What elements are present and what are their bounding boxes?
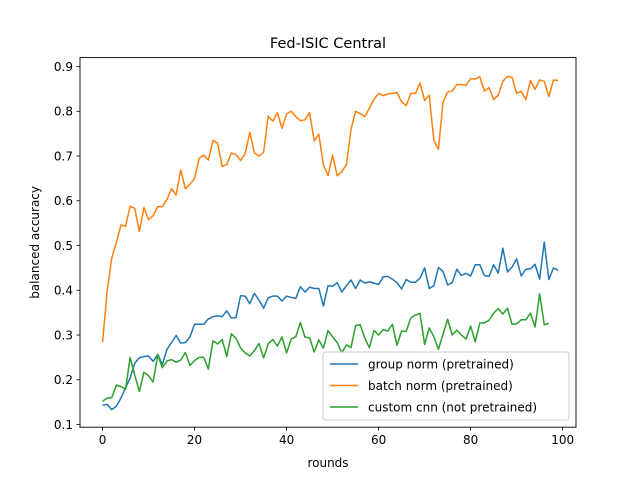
x-tick-label: 0 [99,433,107,447]
chart-title: Fed-ISIC Central [270,36,386,52]
axes-frame [79,57,577,428]
legend-label-2: batch norm (pretrained) [368,379,513,393]
x-tick-label: 80 [463,433,478,447]
series-line-2 [101,75,559,343]
y-tick-label: 0.3 [54,328,73,342]
x-tick-label: 40 [279,433,294,447]
x-tick-label: 20 [187,433,202,447]
y-tick-label: 0.4 [54,284,73,298]
x-axis: 0 20 40 60 80 100 [99,427,574,447]
y-tick-label: 0.6 [54,194,73,208]
y-tick-label: 0.8 [54,105,73,119]
x-tick-label: 100 [551,433,574,447]
series-line-1 [102,241,559,411]
legend-label-3: custom cnn (not pretrained) [368,400,537,414]
series-layer [101,75,559,411]
y-tick-label: 0.7 [54,149,73,163]
y-tick-label: 0.2 [54,373,73,387]
series-line-3 [102,293,550,402]
x-tick-label: 60 [371,433,386,447]
legend-label-1: group norm (pretrained) [368,357,514,371]
legend-box [322,351,570,421]
y-tick-label: 0.1 [54,418,73,432]
x-axis-label: rounds [307,456,348,470]
y-tick-label: 0.9 [54,60,73,74]
y-tick-label: 0.5 [54,239,73,253]
y-axis-label: balanced accuracy [28,186,42,299]
y-axis: 0.1 0.2 0.3 0.4 0.5 0.6 0.7 0.8 0.9 [54,60,80,432]
legend: group norm (pretrained) batch norm (pretr… [322,351,570,421]
